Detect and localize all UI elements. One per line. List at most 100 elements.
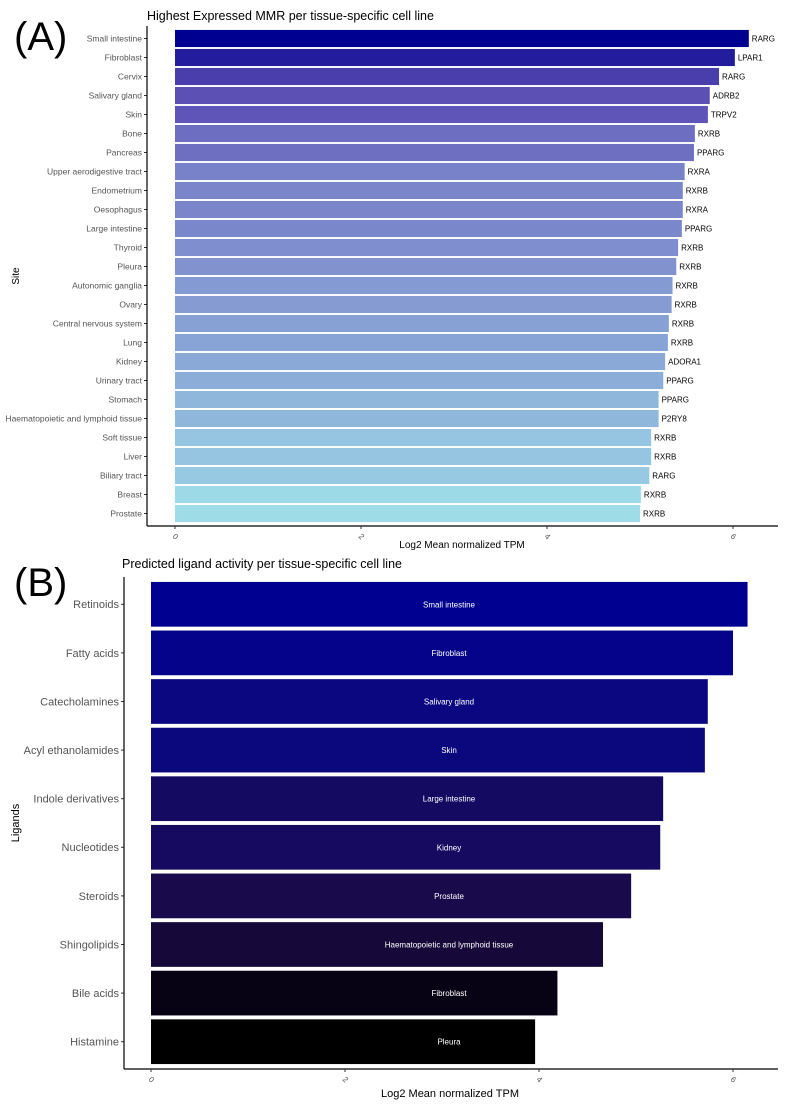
y-tick-label: Fatty acids <box>66 648 120 660</box>
bar <box>151 824 661 870</box>
bar-label: RXRB <box>698 130 720 139</box>
y-tick-label: Oesophagus <box>94 204 142 214</box>
bar-label: Prostate <box>434 892 464 901</box>
bar-label: Kidney <box>437 843 461 852</box>
bar-label: RXRB <box>672 320 694 329</box>
y-tick-label: Acyl ethanolamides <box>24 745 120 757</box>
bar <box>175 352 666 371</box>
bar <box>151 1019 536 1065</box>
y-tick-label: Nucleotides <box>62 842 120 854</box>
x-tick-label: 6 <box>729 1075 739 1085</box>
bar-label: Skin <box>441 746 457 755</box>
bar <box>175 238 679 257</box>
bar-label: RARG <box>752 35 775 44</box>
panel-label-a: (A) <box>14 15 67 59</box>
x-tick-label: 4 <box>535 1075 545 1085</box>
y-tick-label: Histamine <box>70 1037 119 1049</box>
y-tick-label: Central nervous system <box>53 318 142 328</box>
bar <box>151 970 558 1016</box>
bar-label: P2RY8 <box>662 415 688 424</box>
bar <box>151 630 733 676</box>
bar <box>175 409 659 428</box>
x-axis-title-b: Log2 Mean normalized TPM <box>381 1088 519 1100</box>
bar <box>175 257 677 276</box>
y-tick-label: Endometrium <box>91 185 142 195</box>
x-axis-title-a: Log2 Mean normalized TPM <box>399 540 524 551</box>
bar <box>175 162 685 181</box>
y-axis-title-a: Site <box>11 267 22 285</box>
bar <box>175 200 683 219</box>
bar-label: RXRB <box>643 510 665 519</box>
bar-label: Fibroblast <box>431 989 467 998</box>
bar <box>175 333 668 352</box>
y-tick-label: Pancreas <box>106 147 142 157</box>
bar-label: LPAR1 <box>738 54 763 63</box>
bar-label: RARG <box>652 472 675 481</box>
y-tick-label: Soft tissue <box>102 432 142 442</box>
bar <box>175 371 664 390</box>
plot-area-a: Small intestine RARG Fibroblast LPAR1 Cervix… <box>5 26 778 542</box>
bar <box>151 679 708 724</box>
bar-label: RXRB <box>654 453 676 462</box>
x-tick-label: 2 <box>357 532 367 542</box>
bar-label: RARG <box>722 73 745 82</box>
bar-label: Salivary gland <box>424 698 474 707</box>
bar-label: TRPV2 <box>711 111 737 120</box>
y-tick-label: Pleura <box>117 261 142 271</box>
y-tick-label: Fibroblast <box>105 52 143 62</box>
bar-label: RXRA <box>686 206 709 215</box>
x-tick-label: 0 <box>171 532 181 542</box>
bar <box>175 181 683 200</box>
bar <box>175 314 669 333</box>
bar <box>151 922 604 967</box>
bar <box>175 219 682 238</box>
bar <box>175 143 694 162</box>
y-tick-label: Shingolipids <box>60 939 120 951</box>
y-tick-label: Liver <box>124 451 143 461</box>
y-axis-title-b: Ligands <box>10 803 22 842</box>
bar <box>151 581 748 627</box>
y-tick-label: Cervix <box>118 71 143 81</box>
panel-label-b: (B) <box>14 561 67 605</box>
x-tick-label: 0 <box>147 1075 157 1085</box>
bar <box>175 485 641 504</box>
bar-label: RXRB <box>671 339 693 348</box>
y-tick-label: Urinary tract <box>96 375 143 385</box>
y-tick-label: Lung <box>123 337 142 347</box>
bar <box>175 67 720 86</box>
bar-label: Fibroblast <box>431 649 467 658</box>
bar-label: ADRB2 <box>713 92 740 101</box>
bar <box>175 447 652 466</box>
bar-label: Small intestine <box>423 600 476 609</box>
bar <box>175 428 652 447</box>
bar-label: RXRB <box>644 491 666 500</box>
y-tick-label: Ovary <box>119 299 142 309</box>
bar-label: Haematopoietic and lymphoid tissue <box>385 941 514 950</box>
bar <box>175 86 710 105</box>
bar-label: PPARG <box>666 377 693 386</box>
bar <box>175 276 673 295</box>
bar <box>151 873 632 919</box>
y-tick-label: Stomach <box>108 394 142 404</box>
x-tick-label: 6 <box>729 532 739 542</box>
y-tick-label: Steroids <box>79 891 120 903</box>
y-tick-label: Haematopoietic and lymphoid tissue <box>5 413 142 423</box>
bar <box>175 124 695 143</box>
bar-label: RXRA <box>688 168 711 177</box>
y-tick-label: Small intestine <box>87 33 143 43</box>
y-tick-label: Bone <box>122 128 142 138</box>
panel-a: (A) Highest Expressed MMR per tissue-spe… <box>5 9 778 551</box>
bar <box>175 466 650 485</box>
bar <box>151 776 664 822</box>
x-tick-label: 2 <box>341 1075 351 1085</box>
x-tick-label: 4 <box>543 532 553 542</box>
bar-label: ADORA1 <box>668 358 701 367</box>
y-tick-label: Prostate <box>110 508 142 518</box>
y-tick-label: Upper aerodigestive tract <box>47 166 143 176</box>
bar-label: PPARG <box>662 396 689 405</box>
y-tick-label: Autonomic ganglia <box>72 280 142 290</box>
y-tick-label: Biliary tract <box>100 470 143 480</box>
bar-label: Pleura <box>437 1038 461 1047</box>
y-tick-label: Thyroid <box>114 242 143 252</box>
